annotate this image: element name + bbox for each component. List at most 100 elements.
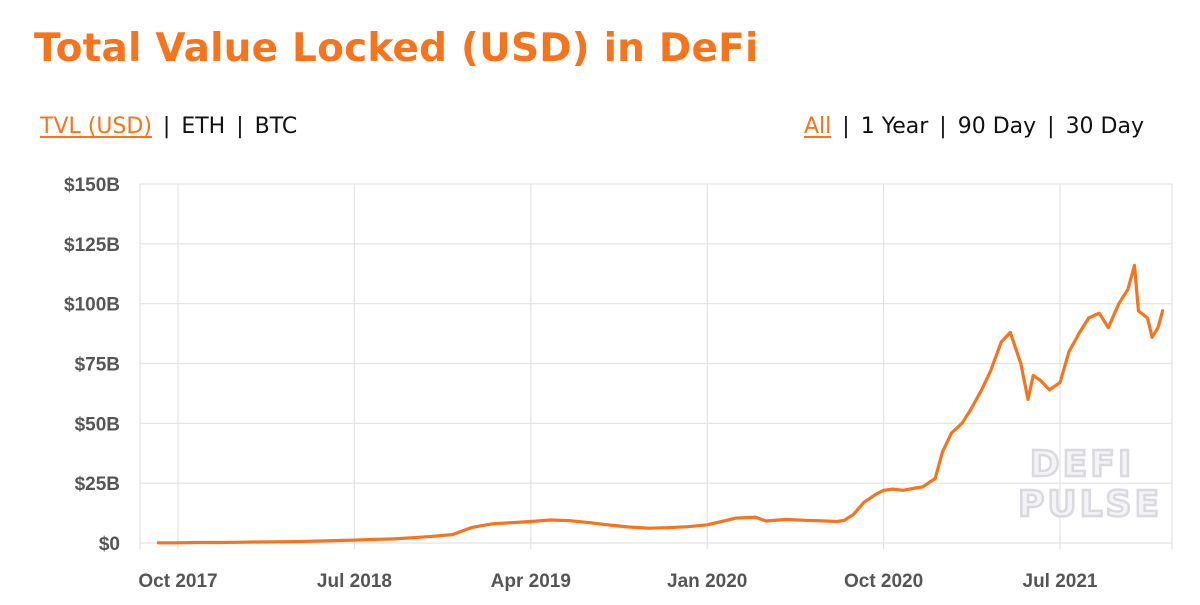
tvl-data-point <box>835 520 839 523</box>
x-tick-label: Jul 2018 <box>317 571 392 592</box>
tvl-data-point <box>1067 350 1071 353</box>
tvl-usd-option[interactable]: TVL (USD) <box>40 114 152 139</box>
tvl-data-point <box>411 536 415 540</box>
tvl-data-point <box>882 488 885 492</box>
tvl-data-point <box>1087 316 1091 320</box>
tvl-data-point <box>1133 264 1136 267</box>
range-1-year-option[interactable]: 1 Year <box>860 114 929 139</box>
tvl-data-point <box>1126 287 1130 291</box>
y-tick-label: $75B <box>75 355 120 376</box>
tvl-data-point <box>969 407 973 411</box>
tvl-data-point <box>509 521 513 525</box>
tvl-data-point <box>490 522 493 526</box>
range-all-option[interactable]: All <box>804 114 832 139</box>
x-tick-label: Oct 2020 <box>844 571 923 592</box>
tvl-data-point <box>843 518 846 522</box>
tvl-data-point <box>1146 316 1149 320</box>
y-tick-label: $125B <box>64 235 120 256</box>
tvl-data-point <box>1117 302 1121 306</box>
tvl-data-point <box>705 523 709 527</box>
range-90-day-option[interactable]: 90 Day <box>957 114 1037 139</box>
tvl-data-point <box>157 541 160 545</box>
tvl-data-point <box>568 519 572 523</box>
y-tick-label: $25B <box>75 474 120 495</box>
y-tick-label: $150B <box>64 175 120 196</box>
tvl-data-point <box>1026 398 1030 401</box>
tvl-data-point <box>607 523 611 527</box>
separator: | <box>842 114 850 139</box>
time-range-toggle: All | 1 Year | 90 Day | 30 Day <box>804 114 1144 139</box>
y-tick-label: $100B <box>64 295 120 316</box>
tvl-data-point <box>235 540 239 544</box>
y-tick-label: $50B <box>75 414 120 435</box>
tvl-data-point <box>549 518 552 522</box>
separator: | <box>1047 114 1055 139</box>
tvl-data-point <box>1161 309 1164 313</box>
tvl-data-point <box>941 450 944 454</box>
tvl-data-point <box>372 538 376 541</box>
tvl-data-point <box>333 539 337 542</box>
tvl-data-point <box>1156 326 1160 329</box>
tvl-data-point <box>647 526 650 530</box>
tvl-data-point <box>852 512 855 516</box>
tvl-data-point <box>823 519 827 523</box>
tvl-data-point <box>764 519 768 523</box>
tvl-data-point <box>529 520 533 523</box>
tvl-data-point <box>960 421 964 425</box>
tvl-data-point <box>1058 381 1062 384</box>
tvl-data-point <box>784 518 787 521</box>
tvl-data-point <box>933 477 937 480</box>
tvl-data-point <box>803 518 807 522</box>
tvl-data-point <box>980 388 983 392</box>
tvl-data-point <box>215 541 219 544</box>
tvl-data-point <box>392 537 395 541</box>
tvl-data-point <box>950 431 953 435</box>
tvl-data-point <box>989 369 993 373</box>
tvl-data-point <box>1106 326 1110 329</box>
currency-toggle: TVL (USD) | ETH | BTC <box>40 114 297 139</box>
x-tick-label: Apr 2019 <box>491 571 571 592</box>
tvl-data-point <box>1078 331 1081 334</box>
separator: | <box>236 114 244 139</box>
tvl-data-point <box>274 540 278 544</box>
tvl-data-point <box>196 541 200 544</box>
tvl-data-point <box>875 492 878 496</box>
tvl-data-point <box>294 540 297 543</box>
y-tick-label: $0 <box>99 534 120 555</box>
eth-option[interactable]: ETH <box>181 114 226 139</box>
tvl-data-point <box>754 515 757 519</box>
tvl-data-point <box>1031 374 1035 377</box>
separator: | <box>939 114 947 139</box>
tvl-series-line <box>156 263 1165 545</box>
x-tick-label: Jul 2021 <box>1023 571 1098 592</box>
tvl-data-point <box>999 340 1003 344</box>
tvl-data-point <box>1097 311 1101 315</box>
separator: | <box>162 114 171 139</box>
tvl-data-point <box>891 487 895 491</box>
btc-option[interactable]: BTC <box>254 114 298 139</box>
tvl-data-point <box>470 526 474 529</box>
tvl-data-point <box>666 526 670 530</box>
range-30-day-option[interactable]: 30 Day <box>1065 114 1144 139</box>
tvl-data-point <box>921 485 925 489</box>
tvl-data-point <box>313 539 317 543</box>
tvl-data-point <box>901 488 905 492</box>
tvl-data-point <box>1137 309 1140 313</box>
tvl-data-point <box>1048 388 1051 392</box>
tvl-data-point <box>255 540 258 544</box>
tvl-data-point <box>588 521 591 525</box>
tvl-data-point <box>914 486 917 490</box>
tvl-data-point <box>1019 362 1023 365</box>
chart-title: Total Value Locked (USD) in DeFi <box>34 26 759 71</box>
tvl-data-point <box>353 538 356 542</box>
watermark-pulse: PULSE <box>1018 484 1162 525</box>
tvl-data-point <box>734 516 738 520</box>
tvl-data-point <box>862 500 866 504</box>
tvl-data-point <box>627 525 631 529</box>
tvl-data-point <box>686 525 689 529</box>
watermark-defi: DEFI <box>1030 444 1134 485</box>
tvl-data-point <box>431 534 435 538</box>
tvl-data-point <box>176 541 180 545</box>
tvl-data-point <box>1150 335 1154 339</box>
